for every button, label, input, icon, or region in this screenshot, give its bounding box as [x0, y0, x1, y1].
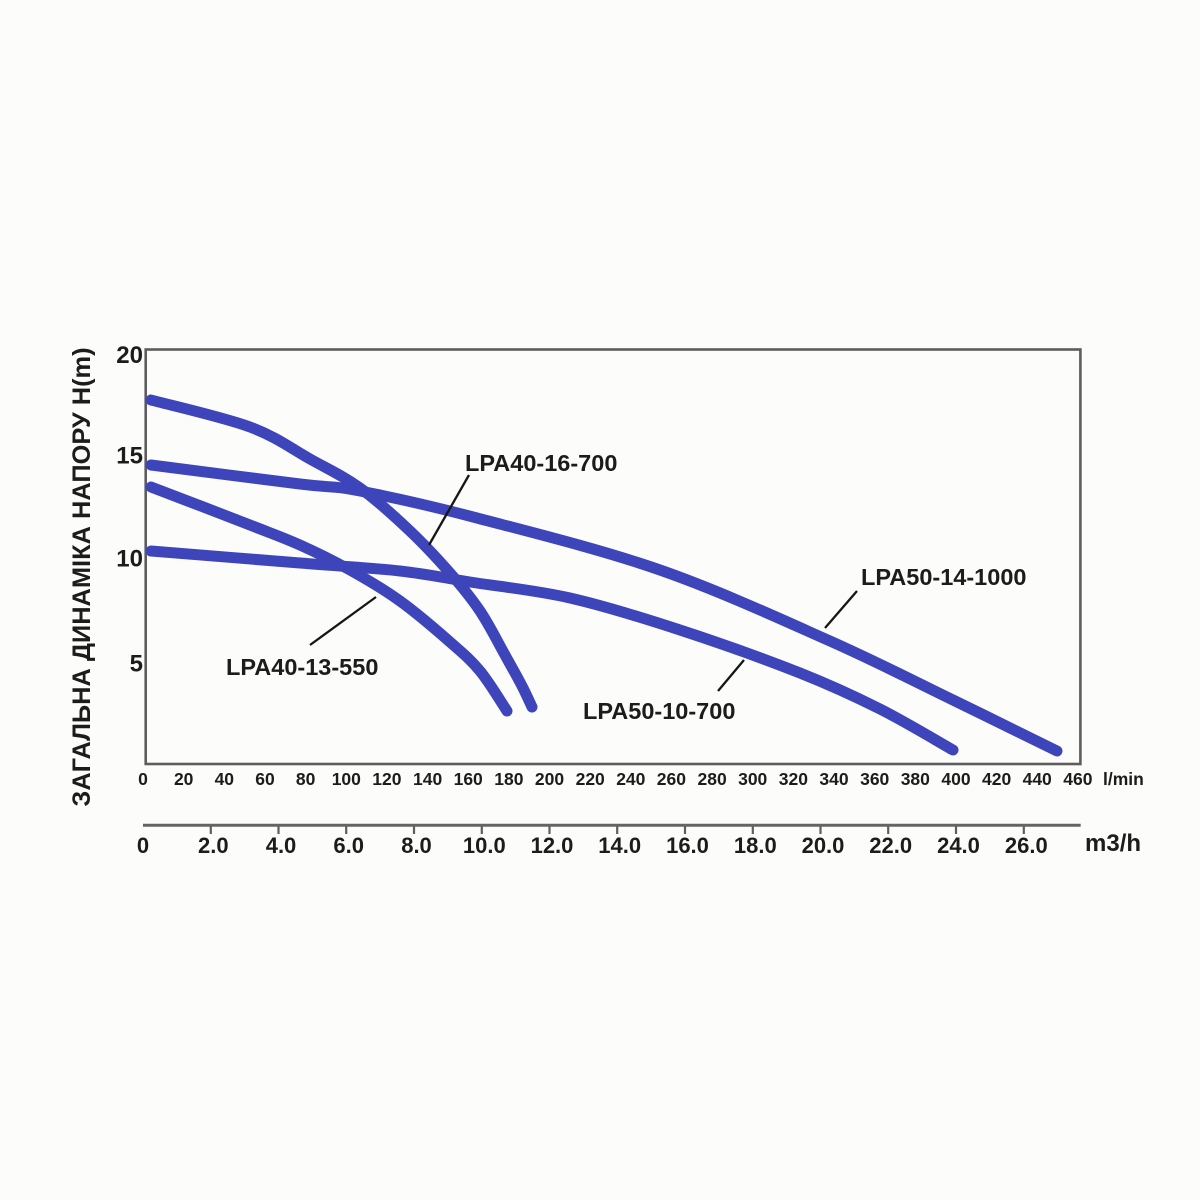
svg-text:440: 440 [1023, 769, 1052, 789]
svg-text:20: 20 [116, 342, 143, 369]
svg-text:300: 300 [738, 769, 767, 789]
svg-text:6.0: 6.0 [333, 833, 364, 858]
svg-text:220: 220 [576, 769, 605, 789]
svg-text:10: 10 [116, 546, 143, 573]
svg-text:240: 240 [616, 769, 645, 789]
svg-text:360: 360 [860, 769, 889, 789]
svg-text:20: 20 [174, 769, 194, 789]
svg-text:0: 0 [137, 833, 149, 858]
svg-text:40: 40 [215, 769, 235, 789]
svg-text:12.0: 12.0 [531, 833, 574, 858]
svg-text:0: 0 [138, 769, 148, 789]
svg-text:100: 100 [332, 769, 361, 789]
svg-text:2.0: 2.0 [198, 833, 229, 858]
svg-text:18.0: 18.0 [734, 833, 777, 858]
svg-text:280: 280 [697, 769, 726, 789]
svg-text:20.0: 20.0 [802, 833, 845, 858]
svg-text:460: 460 [1063, 769, 1092, 789]
svg-text:LPA40-13-550: LPA40-13-550 [226, 654, 378, 680]
svg-text:8.0: 8.0 [401, 833, 432, 858]
svg-text:LPA40-16-700: LPA40-16-700 [465, 450, 617, 476]
svg-text:LPA50-14-1000: LPA50-14-1000 [861, 564, 1026, 590]
svg-text:60: 60 [255, 769, 275, 789]
svg-text:16.0: 16.0 [666, 833, 709, 858]
svg-text:180: 180 [494, 769, 523, 789]
svg-text:5: 5 [130, 651, 143, 678]
svg-text:14.0: 14.0 [598, 833, 641, 858]
svg-text:400: 400 [941, 769, 970, 789]
svg-text:24.0: 24.0 [937, 833, 980, 858]
svg-text:420: 420 [982, 769, 1011, 789]
svg-text:26.0: 26.0 [1005, 833, 1048, 858]
svg-text:380: 380 [901, 769, 930, 789]
svg-text:320: 320 [779, 769, 808, 789]
svg-text:200: 200 [535, 769, 564, 789]
svg-text:80: 80 [296, 769, 316, 789]
svg-text:l/min: l/min [1103, 769, 1144, 789]
svg-text:15: 15 [116, 443, 143, 470]
svg-text:LPA50-10-700: LPA50-10-700 [583, 698, 735, 724]
svg-text:10.0: 10.0 [463, 833, 506, 858]
svg-text:ЗАГАЛЬНА ДИНАМІКА НАПОРУ H(m): ЗАГАЛЬНА ДИНАМІКА НАПОРУ H(m) [68, 347, 96, 806]
svg-text:260: 260 [657, 769, 686, 789]
svg-text:120: 120 [372, 769, 401, 789]
svg-text:160: 160 [454, 769, 483, 789]
svg-text:4.0: 4.0 [266, 833, 297, 858]
svg-text:22.0: 22.0 [869, 833, 912, 858]
svg-text:m3/h: m3/h [1085, 830, 1141, 857]
svg-text:140: 140 [413, 769, 442, 789]
svg-text:340: 340 [819, 769, 848, 789]
